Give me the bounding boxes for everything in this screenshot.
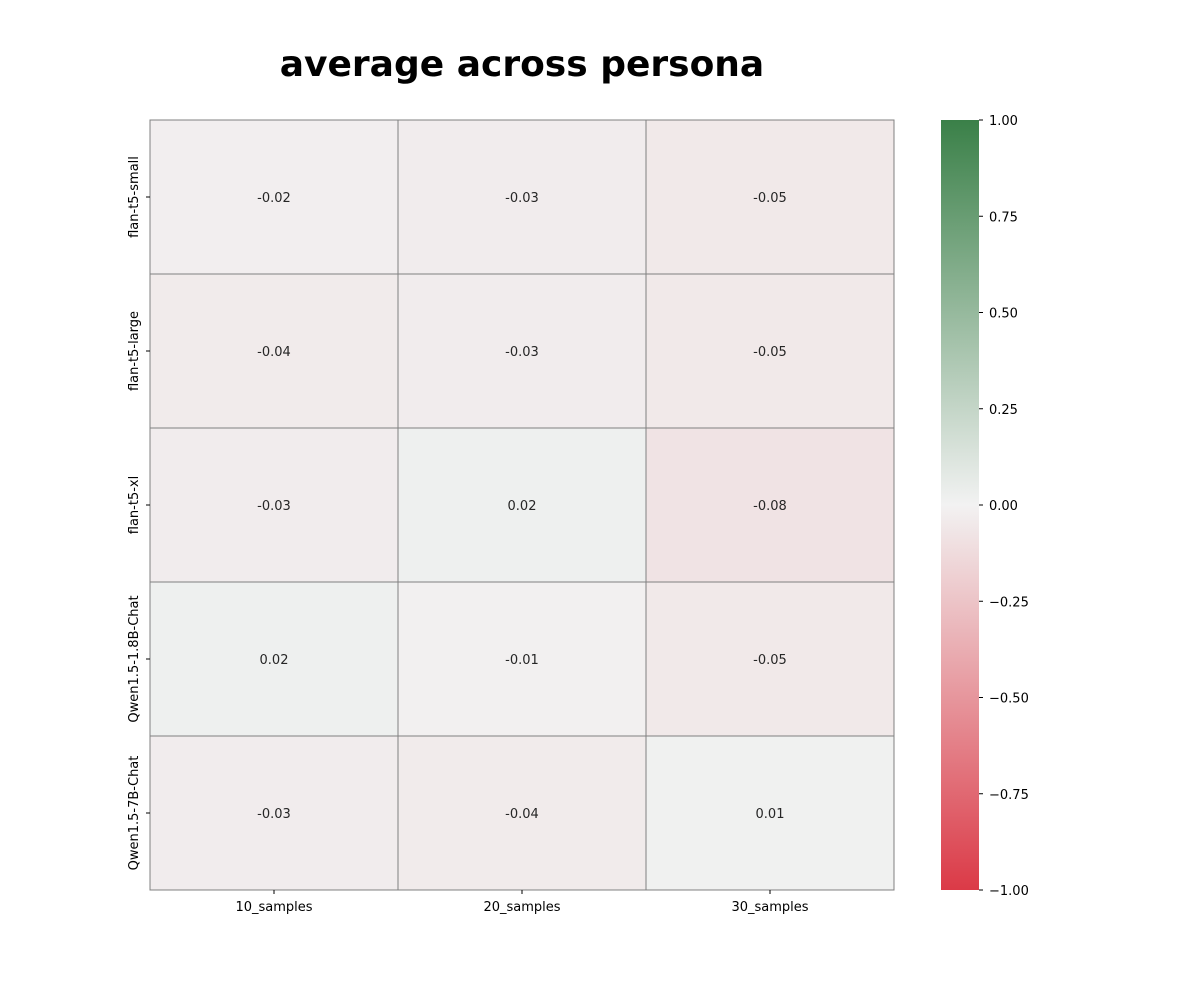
x-axis: 10_samples 20_samples 30_samples xyxy=(235,890,809,915)
x-tick-label: 10_samples xyxy=(235,900,312,915)
colorbar-tick-label: 0.50 xyxy=(989,307,1018,322)
x-tick-label: 20_samples xyxy=(483,900,560,915)
heatmap-cell xyxy=(645,581,895,737)
y-tick-label: flan-t5-xl xyxy=(127,476,142,534)
colorbar-tick-label: −0.75 xyxy=(989,788,1029,803)
cell-value-label: 0.01 xyxy=(756,807,785,822)
heatmap-cell xyxy=(149,735,399,891)
heatmap-cell xyxy=(149,273,399,429)
heatmap-cell xyxy=(397,735,647,891)
heatmap-cell xyxy=(149,119,399,275)
heatmap-cells xyxy=(149,119,895,891)
cell-value-label: -0.03 xyxy=(505,345,539,360)
x-tick-label: 30_samples xyxy=(731,900,808,915)
y-tick-label: Qwen1.5-7B-Chat xyxy=(127,756,142,871)
y-tick-label: flan-t5-large xyxy=(127,311,142,391)
cell-value-label: -0.04 xyxy=(257,345,291,360)
heatmap-cell xyxy=(645,735,895,891)
heatmap-cell xyxy=(397,119,647,275)
colorbar-gradient xyxy=(941,120,979,890)
colorbar-tick-label: −0.50 xyxy=(989,692,1029,707)
colorbar-tick-label: 1.00 xyxy=(989,114,1018,129)
heatmap-cell xyxy=(645,427,895,583)
chart-title: average across persona xyxy=(279,44,765,85)
cell-value-label: -0.03 xyxy=(505,191,539,206)
heatmap-cell xyxy=(645,119,895,275)
y-tick-label: Qwen1.5-1.8B-Chat xyxy=(127,595,142,722)
heatmap-cell xyxy=(149,581,399,737)
colorbar-tick-label: −0.25 xyxy=(989,595,1029,610)
cell-value-label: -0.04 xyxy=(505,807,539,822)
cell-value-label: 0.02 xyxy=(508,499,537,514)
cell-value-label: -0.05 xyxy=(753,191,787,206)
colorbar-tick-label: 0.75 xyxy=(989,210,1018,225)
colorbar-tick-label: −1.00 xyxy=(989,884,1029,899)
heatmap-cell xyxy=(397,427,647,583)
colorbar-tick-label: 0.00 xyxy=(989,499,1018,514)
y-tick-label: flan-t5-small xyxy=(127,156,142,238)
colorbar: 1.00 0.75 0.50 0.25 0.00 −0.25 −0.50 −0.75 −1.00 xyxy=(941,114,1029,899)
y-axis: flan-t5-small flan-t5-large flan-t5-xl Qwen… xyxy=(127,156,150,870)
heatmap-cell xyxy=(149,427,399,583)
heatmap-cell xyxy=(645,273,895,429)
cell-value-label: -0.01 xyxy=(505,653,539,668)
cell-value-label: -0.03 xyxy=(257,499,291,514)
colorbar-tick-label: 0.25 xyxy=(989,403,1018,418)
cell-value-label: -0.08 xyxy=(753,499,787,514)
cell-value-label: -0.05 xyxy=(753,345,787,360)
cell-value-label: -0.03 xyxy=(257,807,291,822)
cell-value-label: 0.02 xyxy=(260,653,289,668)
cell-value-label: -0.02 xyxy=(257,191,291,206)
cell-value-label: -0.05 xyxy=(753,653,787,668)
cell-value-labels: -0.02 -0.03 -0.05 -0.04 -0.03 -0.05 -0.03 0.02 -… xyxy=(257,191,787,822)
